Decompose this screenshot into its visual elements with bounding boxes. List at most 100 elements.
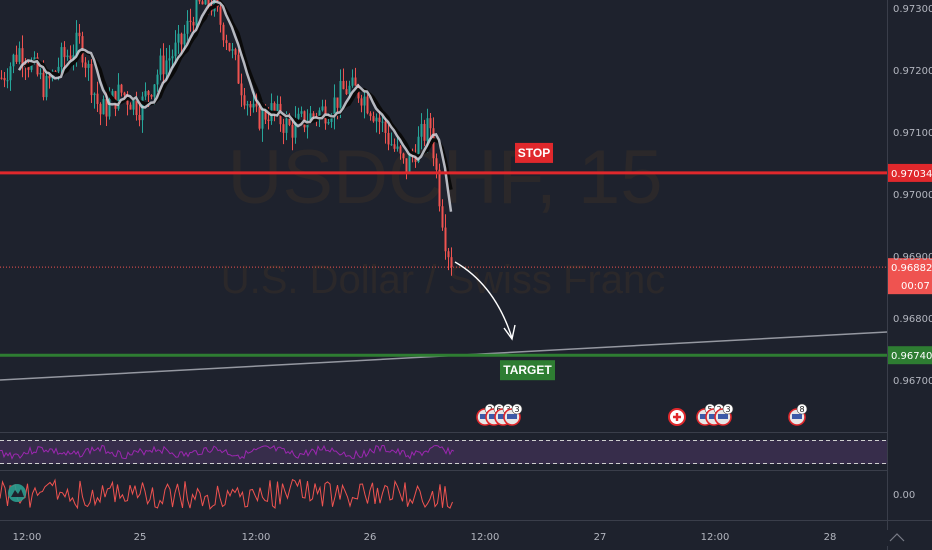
- candle-body: [318, 110, 321, 120]
- candle-body: [441, 206, 444, 228]
- candle-body: [435, 158, 438, 170]
- economic-event-icon[interactable]: 3: [503, 403, 523, 426]
- time-tick-label: 25: [134, 532, 147, 543]
- candle-body: [129, 104, 132, 110]
- candle-body: [297, 113, 300, 119]
- projection-arrow: [454, 261, 513, 339]
- price-tick-label: 0.96900: [893, 252, 932, 263]
- time-tick-label: 28: [824, 532, 837, 543]
- candle-body: [138, 115, 141, 121]
- candle-body: [444, 227, 447, 252]
- candle-body: [288, 118, 291, 125]
- candle-body: [135, 98, 138, 116]
- events-layer: 26335238: [476, 403, 808, 426]
- candle-body: [219, 7, 222, 25]
- candle-body: [54, 71, 57, 73]
- time-tick-label: 26: [364, 532, 377, 543]
- candle-body: [321, 106, 324, 111]
- candle-body: [165, 60, 168, 75]
- candle-body: [132, 98, 135, 110]
- candle-body: [363, 96, 366, 106]
- candle-body: [117, 84, 120, 109]
- price-tick-label: 0.97000: [893, 190, 932, 201]
- moving-average-layer: [17, 0, 453, 212]
- candle-body: [21, 48, 24, 65]
- candle-body: [156, 74, 159, 85]
- price-tick-label: 0.96800: [893, 314, 932, 325]
- candle-body: [9, 66, 12, 81]
- candle-body: [174, 42, 177, 57]
- candle-body: [351, 77, 354, 86]
- candle-body: [111, 91, 114, 100]
- price-tick-label: 0.97100: [893, 128, 932, 139]
- candle-body: [291, 124, 294, 138]
- candle-body: [75, 32, 78, 56]
- candle-body: [393, 144, 396, 149]
- candle-body: [342, 80, 345, 90]
- candle-body: [330, 117, 333, 122]
- candle-body: [177, 33, 180, 43]
- candle-body: [285, 118, 288, 133]
- price-tick-label: 0.96700: [893, 376, 932, 387]
- scroll-to-end-icon[interactable]: [887, 530, 907, 546]
- candle-body: [378, 117, 381, 122]
- candle-body: [420, 123, 423, 137]
- candle-body: [237, 54, 240, 84]
- candle-body: [366, 96, 369, 114]
- candle-body: [207, 0, 210, 6]
- watermark-description: U.S. Dollar / Swiss Franc: [221, 258, 666, 302]
- candle-body: [162, 55, 165, 75]
- candle-body: [423, 123, 426, 141]
- candle-body: [426, 118, 429, 141]
- candle-body: [6, 80, 9, 82]
- candle-body: [84, 62, 87, 68]
- candle-body: [387, 132, 390, 145]
- target-price-tag: [888, 346, 932, 365]
- candle-body: [252, 103, 255, 108]
- candle-body: [33, 57, 36, 62]
- candle-body: [99, 103, 102, 115]
- candle-body: [168, 58, 171, 61]
- candle-body: [96, 93, 99, 104]
- candle-body: [3, 78, 6, 81]
- economic-event-icon[interactable]: [668, 408, 686, 426]
- time-tick-label: 12:00: [242, 532, 271, 543]
- candle-body: [66, 55, 69, 58]
- event-count: 8: [799, 405, 804, 414]
- candle-body: [39, 72, 42, 75]
- candle-body: [78, 32, 81, 37]
- time-tick-label: 12:00: [701, 532, 730, 543]
- candle-body: [228, 43, 231, 51]
- candle-body: [0, 77, 3, 79]
- candle-body: [384, 121, 387, 133]
- candle-body: [264, 109, 267, 120]
- target-label-box: [500, 360, 555, 381]
- economic-event-icon[interactable]: 3: [714, 403, 734, 426]
- time-tick-label: 12:00: [471, 532, 500, 543]
- candle-body: [18, 48, 21, 62]
- event-count: 3: [725, 405, 730, 414]
- candle-body: [432, 128, 435, 159]
- candle-body: [105, 99, 108, 117]
- candle-body: [147, 91, 150, 96]
- economic-event-icon[interactable]: 8: [788, 403, 808, 426]
- candle-body: [225, 40, 228, 44]
- last-price-label: 0.96882: [891, 263, 932, 274]
- candle-body: [258, 106, 261, 129]
- candle-body: [183, 33, 186, 45]
- candle-body: [399, 146, 402, 154]
- candle-body: [153, 84, 156, 97]
- candle-body: [273, 103, 276, 112]
- candle-body: [438, 169, 441, 207]
- tradingview-logo-icon: [8, 484, 26, 502]
- candle-body: [429, 118, 432, 129]
- candle-body: [15, 54, 18, 62]
- candle-body: [48, 76, 51, 79]
- candle-body: [42, 72, 45, 98]
- candle-body: [72, 55, 75, 59]
- projection-arrowhead: [503, 324, 516, 341]
- candle-body: [195, 0, 198, 26]
- candle-body: [417, 136, 420, 163]
- candle-body: [159, 55, 162, 75]
- candle-body: [201, 1, 204, 5]
